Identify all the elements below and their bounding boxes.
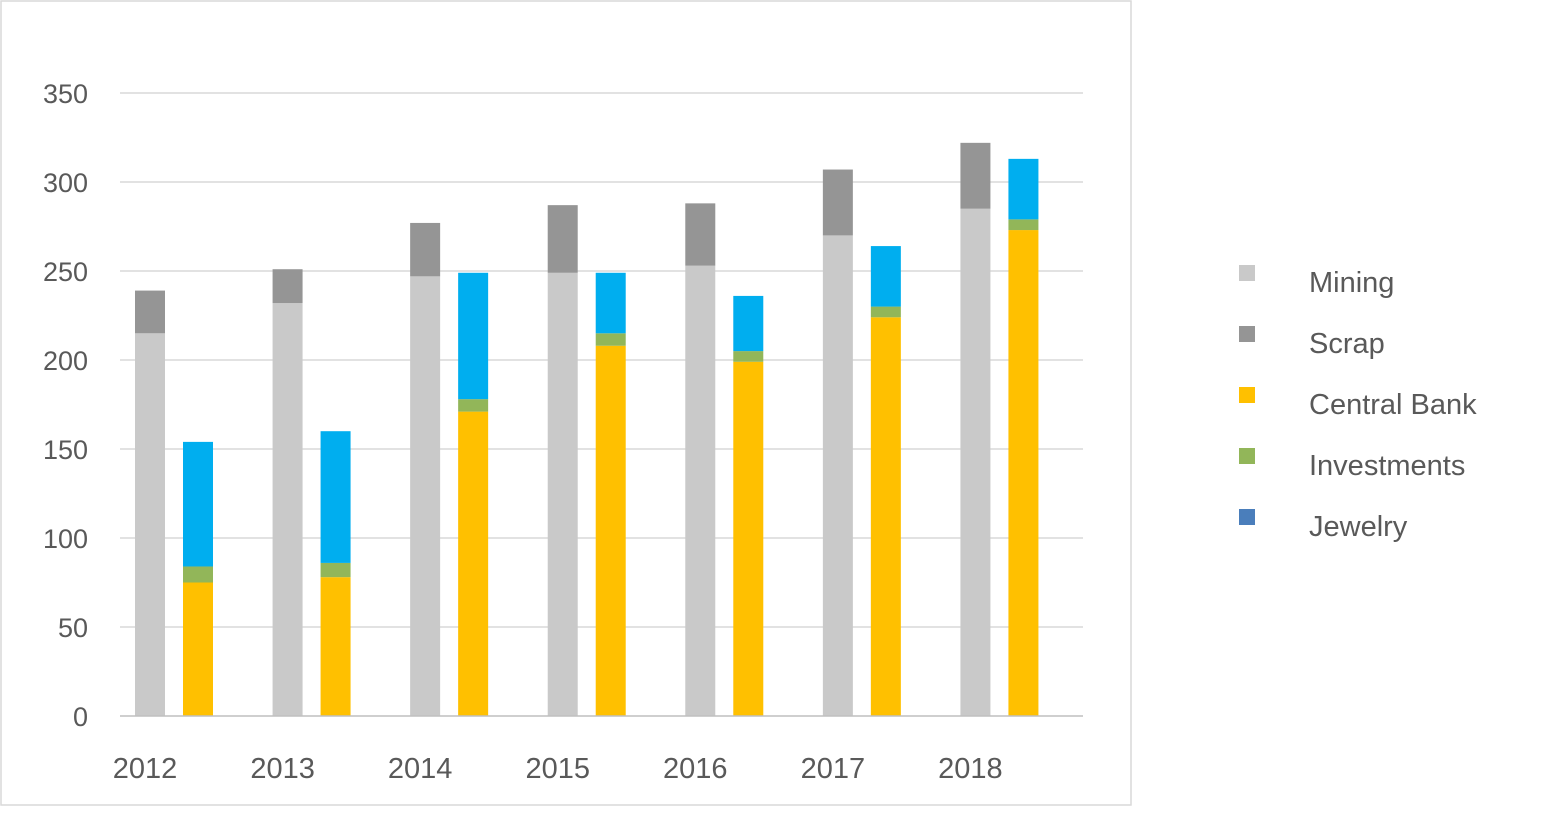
y-tick-label: 250 bbox=[43, 257, 88, 287]
x-axis-ticks: 2012 2013 2014 2015 2016 2017 2018 bbox=[113, 753, 1003, 785]
bar-central-bank-2013 bbox=[320, 577, 351, 716]
bar-scrap-2012 bbox=[135, 290, 165, 334]
bar-investments-2017 bbox=[870, 306, 901, 318]
y-tick-label: 50 bbox=[58, 613, 88, 643]
bar-central-bank-2016 bbox=[733, 361, 764, 716]
bar-scrap-2013 bbox=[272, 269, 303, 304]
bar-mining-2018 bbox=[960, 208, 991, 716]
x-tick-label: 2013 bbox=[250, 753, 315, 785]
legend-swatch-mining bbox=[1239, 265, 1255, 281]
legend-swatch-jewelry bbox=[1239, 509, 1255, 525]
legend-label-mining: Mining bbox=[1309, 267, 1394, 299]
bar-jewelry-2012 bbox=[183, 441, 213, 567]
bars bbox=[135, 142, 1039, 716]
y-tick-label: 350 bbox=[43, 79, 88, 109]
bar-mining-2014 bbox=[410, 276, 441, 716]
legend-swatch-investments bbox=[1239, 448, 1255, 464]
x-tick-label: 2012 bbox=[113, 753, 178, 785]
bar-jewelry-2013 bbox=[320, 431, 351, 563]
x-tick-label: 2018 bbox=[938, 753, 1003, 785]
bar-investments-2012 bbox=[183, 566, 213, 583]
bar-central-bank-2018 bbox=[1008, 230, 1039, 716]
bar-mining-2015 bbox=[547, 272, 578, 716]
y-tick-label: 300 bbox=[43, 168, 88, 198]
y-tick-label: 100 bbox=[43, 524, 88, 554]
y-tick-label: 0 bbox=[73, 702, 88, 732]
legend-label-jewelry: Jewelry bbox=[1309, 511, 1408, 543]
y-tick-label: 200 bbox=[43, 346, 88, 376]
y-tick-label: 150 bbox=[43, 435, 88, 465]
legend: Mining Scrap Central Bank Investments Jewelr… bbox=[1239, 265, 1477, 543]
bar-investments-2016 bbox=[733, 351, 764, 362]
bar-mining-2012 bbox=[135, 333, 165, 716]
bar-jewelry-2014 bbox=[458, 272, 489, 400]
bar-scrap-2017 bbox=[822, 169, 853, 236]
bar-central-bank-2015 bbox=[595, 345, 626, 716]
bar-investments-2013 bbox=[320, 562, 351, 578]
legend-label-central-bank: Central Bank bbox=[1309, 389, 1477, 421]
bar-investments-2015 bbox=[595, 333, 626, 346]
bar-jewelry-2016 bbox=[733, 295, 764, 352]
x-tick-label: 2014 bbox=[388, 753, 453, 785]
bar-mining-2016 bbox=[685, 265, 716, 716]
x-tick-label: 2017 bbox=[801, 753, 866, 785]
bar-mining-2013 bbox=[272, 303, 303, 716]
legend-swatch-scrap bbox=[1239, 326, 1255, 342]
x-tick-label: 2016 bbox=[663, 753, 728, 785]
bar-central-bank-2014 bbox=[458, 411, 489, 716]
bar-jewelry-2018 bbox=[1008, 158, 1039, 220]
bar-jewelry-2015 bbox=[595, 272, 626, 334]
bar-central-bank-2012 bbox=[183, 582, 213, 716]
bar-scrap-2015 bbox=[547, 205, 578, 273]
bar-scrap-2016 bbox=[685, 203, 716, 266]
bar-investments-2014 bbox=[458, 399, 489, 412]
legend-swatch-central-bank bbox=[1239, 387, 1255, 403]
bar-central-bank-2017 bbox=[870, 317, 901, 716]
bar-jewelry-2017 bbox=[870, 246, 901, 307]
bar-mining-2017 bbox=[822, 235, 853, 716]
bar-scrap-2014 bbox=[410, 222, 441, 277]
bar-investments-2018 bbox=[1008, 219, 1039, 231]
x-tick-label: 2015 bbox=[525, 753, 590, 785]
legend-label-scrap: Scrap bbox=[1309, 328, 1385, 360]
y-axis-ticks: 0 50 100 150 200 250 300 350 bbox=[43, 79, 88, 732]
bar-scrap-2018 bbox=[960, 142, 991, 209]
legend-label-investments: Investments bbox=[1309, 450, 1465, 482]
